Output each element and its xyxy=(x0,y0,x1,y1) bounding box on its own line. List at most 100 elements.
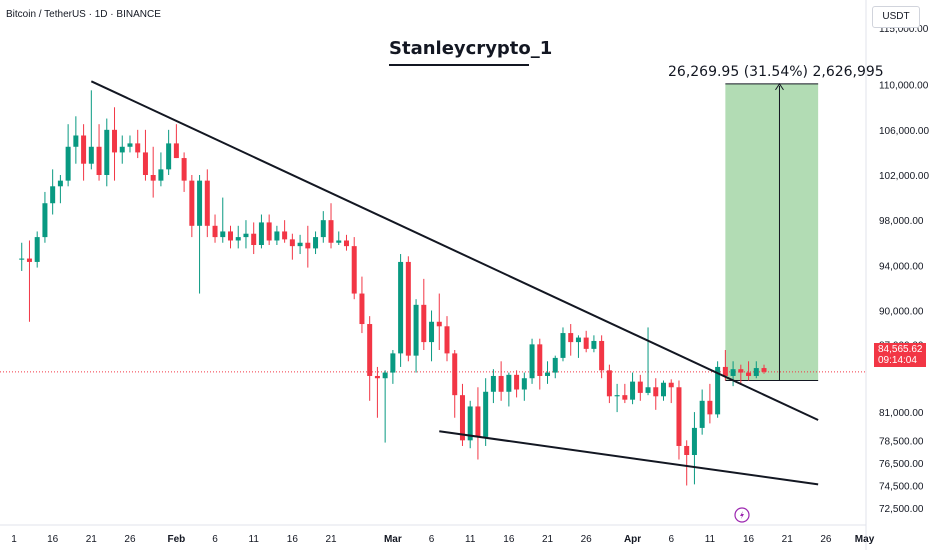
x-tick-label: 11 xyxy=(249,534,260,545)
y-tick-label: 76,500.00 xyxy=(879,459,924,470)
y-tick-label: 98,000.00 xyxy=(879,216,924,227)
candle-body xyxy=(614,395,620,397)
price-axis xyxy=(866,0,932,550)
x-tick-label: Feb xyxy=(167,534,185,545)
candle-body xyxy=(405,261,411,356)
candle-body xyxy=(119,146,125,153)
candle-body xyxy=(645,387,651,393)
y-tick-label: 74,500.00 xyxy=(879,481,924,492)
candle-body xyxy=(351,246,357,294)
candle-body xyxy=(413,304,419,356)
y-tick-label: 90,000.00 xyxy=(879,306,924,317)
candle-body xyxy=(320,220,326,238)
y-tick-label: 106,000.00 xyxy=(879,126,929,137)
candle-body xyxy=(96,146,102,175)
candle-body xyxy=(112,129,118,153)
x-tick-label: 16 xyxy=(287,534,299,545)
symbol-header[interactable]: Bitcoin / TetherUS · 1D · BINANCE xyxy=(6,9,161,20)
y-tick-label: 110,000.00 xyxy=(879,81,929,92)
candle-body xyxy=(212,225,218,238)
candle-body xyxy=(266,222,272,241)
candle-body xyxy=(382,372,388,379)
candle-body xyxy=(305,242,311,249)
x-tick-label: 6 xyxy=(668,534,674,545)
candle-body xyxy=(421,304,427,343)
candle-body xyxy=(753,368,759,376)
x-tick-label: 6 xyxy=(212,534,218,545)
x-tick-label: Mar xyxy=(384,534,402,545)
candle-body xyxy=(42,203,48,238)
candle-body xyxy=(19,258,25,260)
trendline-lower xyxy=(439,430,819,486)
candle-body xyxy=(88,146,94,164)
candle-body xyxy=(738,369,744,373)
y-tick-label: 102,000.00 xyxy=(879,171,929,182)
candle-body xyxy=(297,242,303,247)
candle-body xyxy=(637,381,643,393)
candle-body xyxy=(189,180,195,226)
candle-body xyxy=(289,239,295,247)
currency-badge[interactable]: USDT xyxy=(872,6,920,28)
candle-body xyxy=(398,261,404,354)
candle-body xyxy=(34,237,40,262)
candle-body xyxy=(668,382,674,388)
candle-body xyxy=(181,158,187,181)
candle-body xyxy=(545,372,551,376)
candle-body xyxy=(81,135,87,164)
candle-body xyxy=(444,326,450,354)
candle-body xyxy=(26,258,32,262)
candle-body xyxy=(243,233,249,238)
candle-body xyxy=(606,370,612,397)
y-tick-label: 81,000.00 xyxy=(879,408,924,419)
candle-body xyxy=(746,372,752,376)
y-tick-label: 115,000.00 xyxy=(879,24,929,35)
candle-body xyxy=(173,143,179,159)
lightning-bolt xyxy=(740,511,744,519)
candle-body xyxy=(390,353,396,373)
candle-body xyxy=(552,357,558,373)
candle-body xyxy=(158,169,164,181)
candle-body xyxy=(715,366,721,415)
candle-body xyxy=(142,152,148,175)
candle-body xyxy=(328,220,334,243)
candle-body xyxy=(661,382,666,397)
x-tick-label: May xyxy=(855,534,875,545)
x-tick-label: 16 xyxy=(47,534,59,545)
x-tick-label: 26 xyxy=(820,534,832,545)
candle-body xyxy=(483,391,489,437)
candle-body xyxy=(166,143,172,170)
chart-title: Stanleycrypto_1 xyxy=(389,38,553,59)
candle-body xyxy=(429,321,435,343)
title-underline xyxy=(389,64,529,66)
candle-body xyxy=(104,129,110,175)
candle-body xyxy=(258,222,264,245)
candle-body xyxy=(583,337,589,349)
candle-body xyxy=(374,375,380,379)
candle-body xyxy=(722,366,728,376)
current-price-tag: 84,565.62 09:14:04 xyxy=(874,343,926,367)
candle-body xyxy=(150,175,156,181)
candle-body xyxy=(761,368,767,372)
y-tick-label: 78,500.00 xyxy=(879,436,924,447)
candle-body xyxy=(204,180,210,226)
candle-body xyxy=(251,233,257,245)
x-tick-label: 21 xyxy=(86,534,98,545)
x-tick-label: 21 xyxy=(782,534,794,545)
candle-body xyxy=(452,353,458,396)
current-price-value: 84,565.62 xyxy=(878,344,923,355)
candle-body xyxy=(514,374,520,390)
candle-body xyxy=(684,445,690,455)
candle-body xyxy=(699,400,705,428)
candle-body xyxy=(436,321,442,327)
candle-body xyxy=(359,293,365,325)
candle-body xyxy=(498,375,504,392)
candle-body xyxy=(228,231,233,241)
x-tick-label: 16 xyxy=(743,534,755,545)
candle-body xyxy=(730,369,736,376)
x-tick-label: 26 xyxy=(124,534,136,545)
candle-body xyxy=(73,135,79,147)
x-tick-label: 11 xyxy=(705,534,716,545)
target-zone xyxy=(725,83,819,381)
candle-body xyxy=(653,387,659,397)
